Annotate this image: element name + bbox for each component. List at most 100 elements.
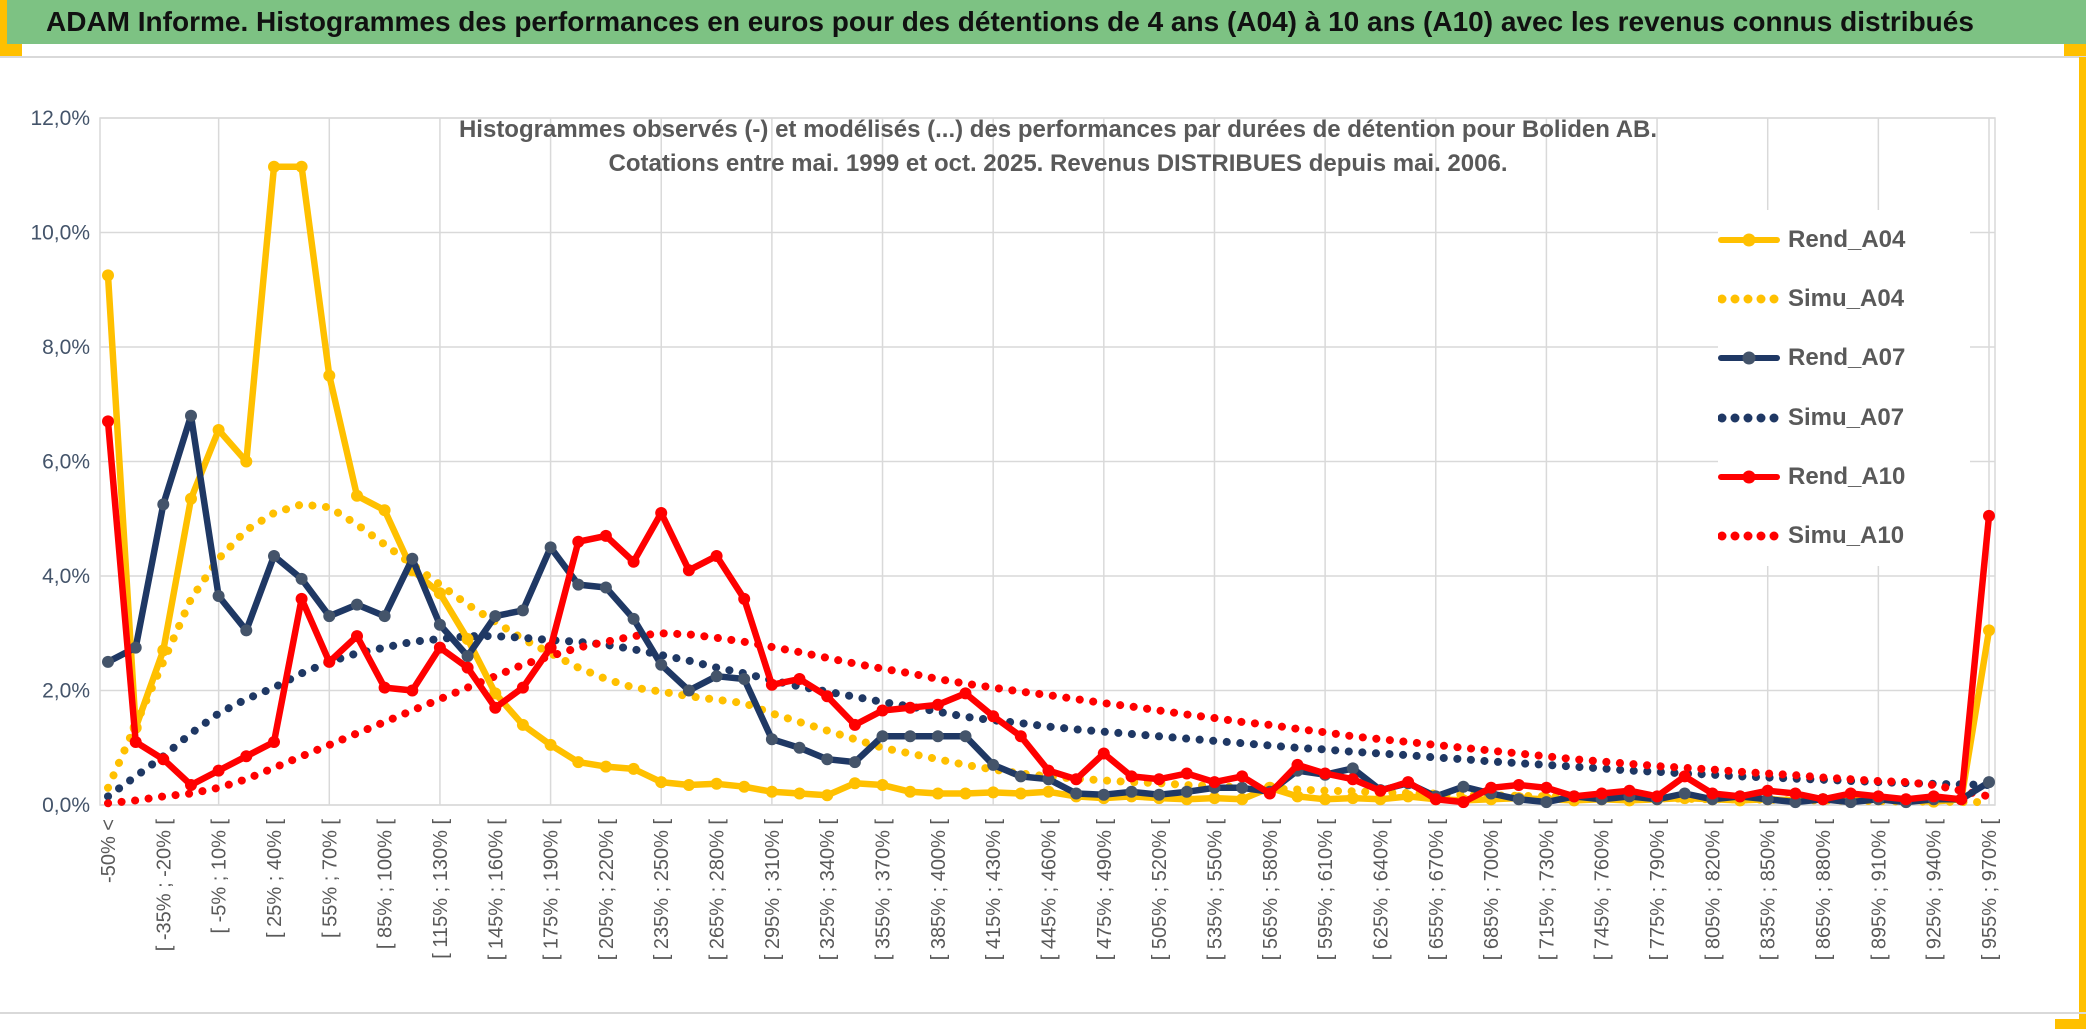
x-axis-tick-label: [ 115% ; 130% [: [430, 819, 452, 959]
y-axis-tick-label: 10,0%: [30, 222, 90, 245]
series-marker-rend_a04: [959, 787, 972, 800]
series-marker-rend_a10: [987, 710, 1000, 723]
series-marker-rend_a07: [1014, 770, 1027, 783]
series-marker-rend_a07: [268, 550, 280, 562]
series-marker-rend_a04: [821, 789, 834, 802]
series-marker-rend_a07: [1097, 788, 1110, 801]
series-marker-rend_a04: [268, 160, 280, 173]
series-marker-rend_a07: [1236, 781, 1249, 794]
series-marker-rend_a04: [572, 756, 585, 769]
series-marker-rend_a04: [1374, 793, 1387, 806]
x-axis-tick-label: [ 265% ; 280% [: [707, 819, 729, 961]
series-marker-rend_a10: [1014, 730, 1027, 743]
chart-title-line1: Histogrammes observés (-) et modélisés (…: [458, 116, 1658, 143]
series-marker-rend_a04: [904, 785, 917, 798]
header-gold-accent: [0, 0, 7, 44]
series-marker-rend_a04: [599, 760, 612, 773]
legend-item-rend-a10[interactable]: Rend_A10: [1718, 455, 1970, 499]
series-marker-rend_a07: [157, 498, 170, 511]
series-line-rend_a07: [104, 412, 1993, 806]
series-marker-rend_a10: [461, 661, 474, 674]
series-marker-rend_a04: [1983, 624, 1995, 637]
series-marker-rend_a07: [1457, 780, 1470, 793]
series-marker-rend_a04: [351, 489, 363, 502]
series-marker-rend_a07: [627, 612, 640, 625]
series-marker-rend_a10: [406, 684, 419, 697]
x-axis-tick-label: [ 865% ; 880% [: [1813, 819, 1835, 961]
x-axis-tick-label: [ 925% ; 940% [: [1924, 819, 1946, 961]
series-marker-rend_a07: [959, 730, 972, 743]
series-marker-rend_a04: [212, 424, 225, 436]
x-axis-tick-label: [ 235% ; 250% [: [651, 819, 673, 961]
series-marker-rend_a07: [351, 598, 363, 611]
series-marker-rend_a10: [959, 687, 972, 700]
series-marker-rend_a10: [931, 698, 944, 711]
series-marker-rend_a10: [1651, 790, 1664, 803]
x-axis-tick-label: -50% <: [98, 819, 120, 883]
series-marker-rend_a07: [433, 618, 446, 631]
series-marker-rend_a10: [1042, 764, 1055, 777]
dotted-line-sample-icon: [1717, 409, 1780, 427]
x-axis-tick-label: [ 355% ; 370% [: [873, 819, 895, 961]
series-marker-rend_a04: [544, 738, 557, 751]
legend-item-simu-a10[interactable]: Simu_A10: [1717, 514, 1970, 558]
series-marker-rend_a07: [1844, 796, 1857, 809]
series-marker-rend_a07: [240, 624, 253, 637]
legend-item-rend-a04[interactable]: Rend_A04: [1718, 218, 1970, 262]
series-marker-rend_a10: [1512, 779, 1525, 791]
series-marker-rend_a10: [1180, 767, 1193, 780]
legend-item-simu-a07[interactable]: Simu_A07: [1717, 396, 1970, 440]
series-marker-rend_a10: [848, 718, 861, 731]
legend-label: Simu_A07: [1788, 403, 1905, 431]
x-axis-tick-label: [ 295% ; 310% [: [762, 819, 784, 961]
series-marker-rend_a10: [738, 592, 751, 605]
series-marker-rend_a07: [821, 753, 834, 766]
x-axis-tick-label: [ 805% ; 820% [: [1702, 819, 1724, 961]
series-marker-rend_a10: [1817, 793, 1829, 806]
series-marker-rend_a10: [1346, 773, 1359, 786]
dotted-line-sample-icon: [1717, 290, 1780, 308]
x-axis-tick-label: [ -5% ; 10% [: [209, 819, 231, 934]
x-axis-tick-label: [ 895% ; 910% [: [1868, 819, 1890, 961]
series-marker-rend_a10: [821, 690, 834, 703]
series-marker-rend_a10: [1540, 781, 1553, 794]
series-marker-rend_a07: [406, 552, 419, 565]
series-marker-rend_a07: [516, 604, 529, 617]
series-marker-rend_a10: [599, 529, 612, 542]
series-marker-rend_a04: [1291, 790, 1304, 803]
series-marker-rend_a10: [102, 415, 114, 428]
header-title: ADAM Informe. Histogrammes des performan…: [46, 6, 1974, 37]
header-separator: [0, 56, 2086, 58]
series-marker-rend_a07: [102, 655, 114, 668]
series-marker-rend_a07: [185, 409, 197, 422]
legend-item-rend-a07[interactable]: Rend_A07: [1718, 336, 1970, 380]
x-axis-tick-label: [ 745% ; 760% [: [1592, 819, 1614, 961]
legend-label: Simu_A04: [1788, 285, 1905, 313]
series-marker-rend_a04: [185, 492, 197, 505]
series-marker-rend_a04: [931, 787, 944, 800]
series-marker-rend_a10: [1263, 787, 1276, 800]
series-marker-rend_a07: [848, 756, 861, 769]
series-marker-rend_a07: [1153, 788, 1166, 801]
legend-label: Simu_A10: [1788, 521, 1905, 549]
series-marker-rend_a04: [655, 776, 668, 789]
series-marker-rend_a10: [1319, 767, 1332, 780]
x-axis-tick-label: [ 25% ; 40% [: [264, 819, 286, 938]
series-marker-rend_a07: [1180, 785, 1193, 798]
series-marker-rend_a10: [240, 750, 253, 763]
y-axis-tick-label: 2,0%: [42, 680, 90, 703]
series-marker-rend_a07: [904, 730, 917, 743]
header-bar: ADAM Informe. Histogrammes des performan…: [0, 0, 2086, 44]
legend-item-simu-a04[interactable]: Simu_A04: [1717, 277, 1970, 321]
series-marker-rend_a10: [1402, 776, 1415, 789]
series-marker-rend_a07: [710, 670, 723, 683]
series-marker-rend_a07: [793, 741, 806, 754]
series-marker-rend_a07: [544, 541, 557, 554]
series-line-rend_a04: [104, 163, 1993, 805]
series-marker-rend_a10: [710, 550, 723, 562]
series-marker-rend_a10: [1457, 796, 1470, 809]
series-marker-rend_a07: [489, 610, 502, 623]
chart-legend: Rend_A04 Simu_A04 Rend_A07 Simu_A07 Rend…: [1717, 210, 1970, 566]
series-marker-rend_a07: [1042, 773, 1055, 786]
